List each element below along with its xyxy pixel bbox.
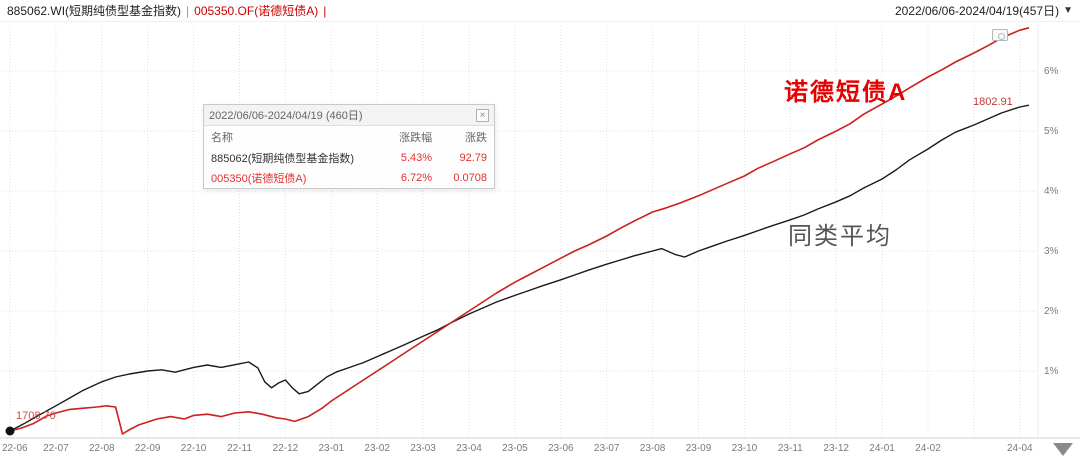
svg-text:22-10: 22-10	[181, 443, 207, 454]
svg-text:23-02: 23-02	[364, 443, 390, 454]
index-end-value-label: 1802.91	[973, 96, 1013, 108]
scroll-latest-icon[interactable]	[1053, 443, 1073, 456]
svg-text:23-09: 23-09	[686, 443, 712, 454]
tooltip-column-header: 名称	[211, 132, 233, 144]
chevron-down-icon: ▼	[1063, 5, 1073, 16]
svg-text:6%: 6%	[1044, 66, 1059, 77]
svg-text:4%: 4%	[1044, 186, 1059, 197]
separator: |	[186, 3, 190, 18]
tooltip-series-name: 005350(诺德短债A)	[211, 173, 307, 185]
svg-text:23-12: 23-12	[823, 443, 849, 454]
tooltip-row[interactable]: 885062(短期纯债型基金指数) 5.43% 92.79	[204, 148, 494, 168]
index-series-line	[9, 104, 1030, 432]
date-range-label: 2022/06/06-2024/04/19(457日)	[894, 4, 1060, 18]
svg-text:22-12: 22-12	[273, 443, 299, 454]
stats-panel-header[interactable]: 2022/06/06-2024/04/19 (460日) ×	[204, 105, 494, 126]
close-icon[interactable]: ×	[476, 108, 489, 122]
svg-text:22-06: 22-06	[2, 443, 28, 454]
svg-text:2%: 2%	[1044, 306, 1059, 317]
svg-text:22-11: 22-11	[227, 443, 252, 454]
svg-text:23-10: 23-10	[732, 443, 758, 454]
peer-average-annotation: 同类平均	[788, 223, 892, 250]
svg-text:24-01: 24-01	[869, 443, 895, 454]
index-start-value-label: 1708.70	[16, 410, 56, 422]
y-axis-labels: 1% 2% 3% 4% 5% 6%	[1044, 66, 1059, 377]
tooltip-chg-value: 92.79	[459, 152, 487, 164]
index-series-label[interactable]: 885062.WI(短期纯债型基金指数)	[7, 4, 182, 18]
stats-panel-title: 2022/06/06-2024/04/19 (460日)	[209, 110, 363, 122]
fund-series-line	[9, 27, 1030, 435]
svg-text:22-07: 22-07	[43, 443, 69, 454]
svg-text:23-08: 23-08	[640, 443, 666, 454]
fund-series-label[interactable]: 005350.OF(诺德短债A)	[194, 4, 319, 18]
svg-text:22-09: 22-09	[135, 443, 161, 454]
svg-text:23-03: 23-03	[410, 443, 436, 454]
tooltip-series-name: 885062(短期纯债型基金指数)	[211, 153, 355, 165]
series-labels: 885062.WI(短期纯债型基金指数) | 005350.OF(诺德短债A) …	[7, 2, 326, 19]
tooltip-column-header: 涨跌幅	[399, 132, 433, 144]
tooltip-row[interactable]: 005350(诺德短债A) 6.72% 0.0708	[204, 168, 494, 188]
tooltip-chg-value: 0.0708	[453, 172, 487, 184]
svg-text:23-07: 23-07	[594, 443, 620, 454]
header-bar: 885062.WI(短期纯债型基金指数) | 005350.OF(诺德短债A) …	[0, 0, 1080, 22]
gridlines	[0, 26, 1038, 438]
tooltip-column-header: 涨跌	[465, 132, 487, 144]
date-range-control[interactable]: 2022/06/06-2024/04/19(457日) ▼	[895, 2, 1073, 19]
svg-text:22-08: 22-08	[89, 443, 115, 454]
camera-icon[interactable]	[992, 29, 1008, 41]
svg-text:3%: 3%	[1044, 246, 1059, 257]
svg-text:1%: 1%	[1044, 366, 1059, 377]
fund-annotation: 诺德短债A	[784, 79, 908, 106]
svg-text:24-02: 24-02	[915, 443, 941, 454]
tooltip-table: 名称 涨跌幅 涨跌 885062(短期纯债型基金指数) 5.43% 92.79 005350…	[204, 126, 494, 188]
svg-text:23-01: 23-01	[319, 443, 345, 454]
svg-text:23-05: 23-05	[502, 443, 528, 454]
tooltip-pct-value: 5.43%	[400, 152, 433, 164]
svg-text:23-06: 23-06	[548, 443, 574, 454]
tooltip-pct-value: 6.72%	[400, 172, 433, 184]
tooltip-header-row: 名称 涨跌幅 涨跌	[204, 126, 494, 148]
svg-text:24-04: 24-04	[1007, 443, 1033, 454]
separator: |	[323, 3, 327, 18]
series-start-marker	[5, 426, 15, 436]
stats-panel: 2022/06/06-2024/04/19 (460日) × 名称 涨跌幅 涨跌 88…	[203, 104, 495, 189]
x-axis-labels: 22-06 22-07 22-08 22-09 22-10 22-11 22-12 23-01…	[2, 443, 1033, 454]
svg-text:5%: 5%	[1044, 126, 1059, 137]
svg-text:23-11: 23-11	[778, 443, 803, 454]
svg-text:23-04: 23-04	[456, 443, 482, 454]
